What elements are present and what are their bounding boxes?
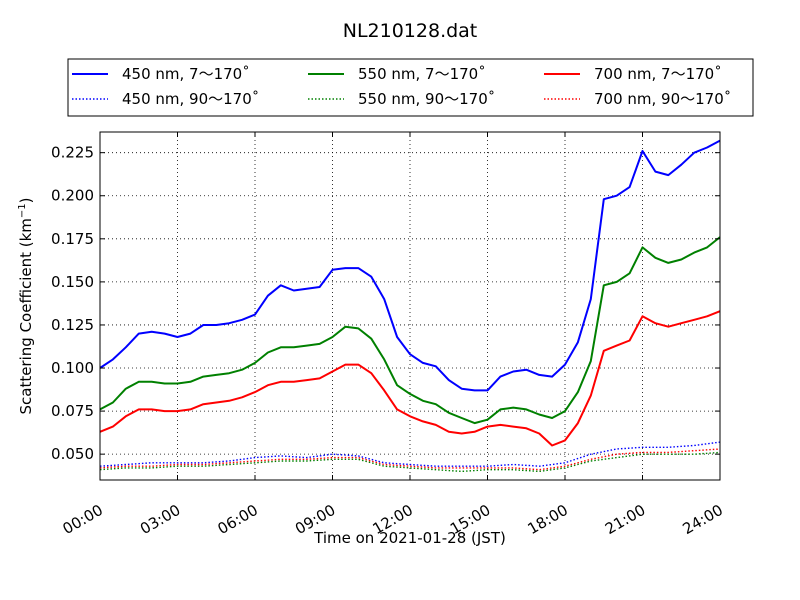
y-tick-label: 0.150: [51, 273, 94, 291]
series-lines: [99, 139, 721, 473]
y-tick-label: 0.125: [51, 316, 94, 334]
legend-label: 700 nm, 90～170˚: [594, 90, 731, 108]
x-tick-label: 21:00: [602, 501, 648, 538]
series-line-2: [99, 310, 721, 447]
legend-box: [67, 58, 754, 117]
legend-label: 450 nm, 7～170˚: [122, 65, 250, 83]
y-tick-label: 0.175: [51, 230, 94, 248]
y-axis-label: Scattering Coefficient (km−1): [17, 197, 35, 414]
chart-title: NL210128.dat: [343, 20, 478, 42]
x-tick-label: 06:00: [215, 501, 261, 538]
axis-ticks: 00:00 03:00 06:00 09:00 12:00 15:00 18:00 21:00…: [51, 132, 726, 538]
x-tick-label: 03:00: [137, 501, 183, 538]
legend-label: 450 nm, 90～170˚: [122, 90, 259, 108]
series-line-3: [99, 441, 721, 467]
series-line-1: [99, 236, 721, 425]
legend-label: 550 nm, 7～170˚: [358, 65, 486, 83]
legend-label: 700 nm, 7～170˚: [594, 65, 722, 83]
grid: [100, 132, 720, 480]
y-tick-label: 0.075: [51, 402, 94, 420]
legend: 450 nm, 7～170˚ 550 nm, 7～170˚ 700 nm, 7～17…: [67, 58, 754, 117]
y-tick-label: 0.225: [51, 144, 94, 162]
x-tick-label: 18:00: [525, 501, 571, 538]
x-tick-label: 00:00: [60, 501, 106, 538]
y-tick-label: 0.200: [51, 187, 94, 205]
x-axis-label: Time on 2021-01-28 (JST): [313, 529, 506, 547]
y-tick-label: 0.050: [51, 445, 94, 463]
legend-label: 550 nm, 90～170˚: [358, 90, 495, 108]
y-tick-label: 0.100: [51, 359, 94, 377]
x-tick-label: 24:00: [680, 501, 726, 538]
series-line-0: [99, 139, 721, 392]
